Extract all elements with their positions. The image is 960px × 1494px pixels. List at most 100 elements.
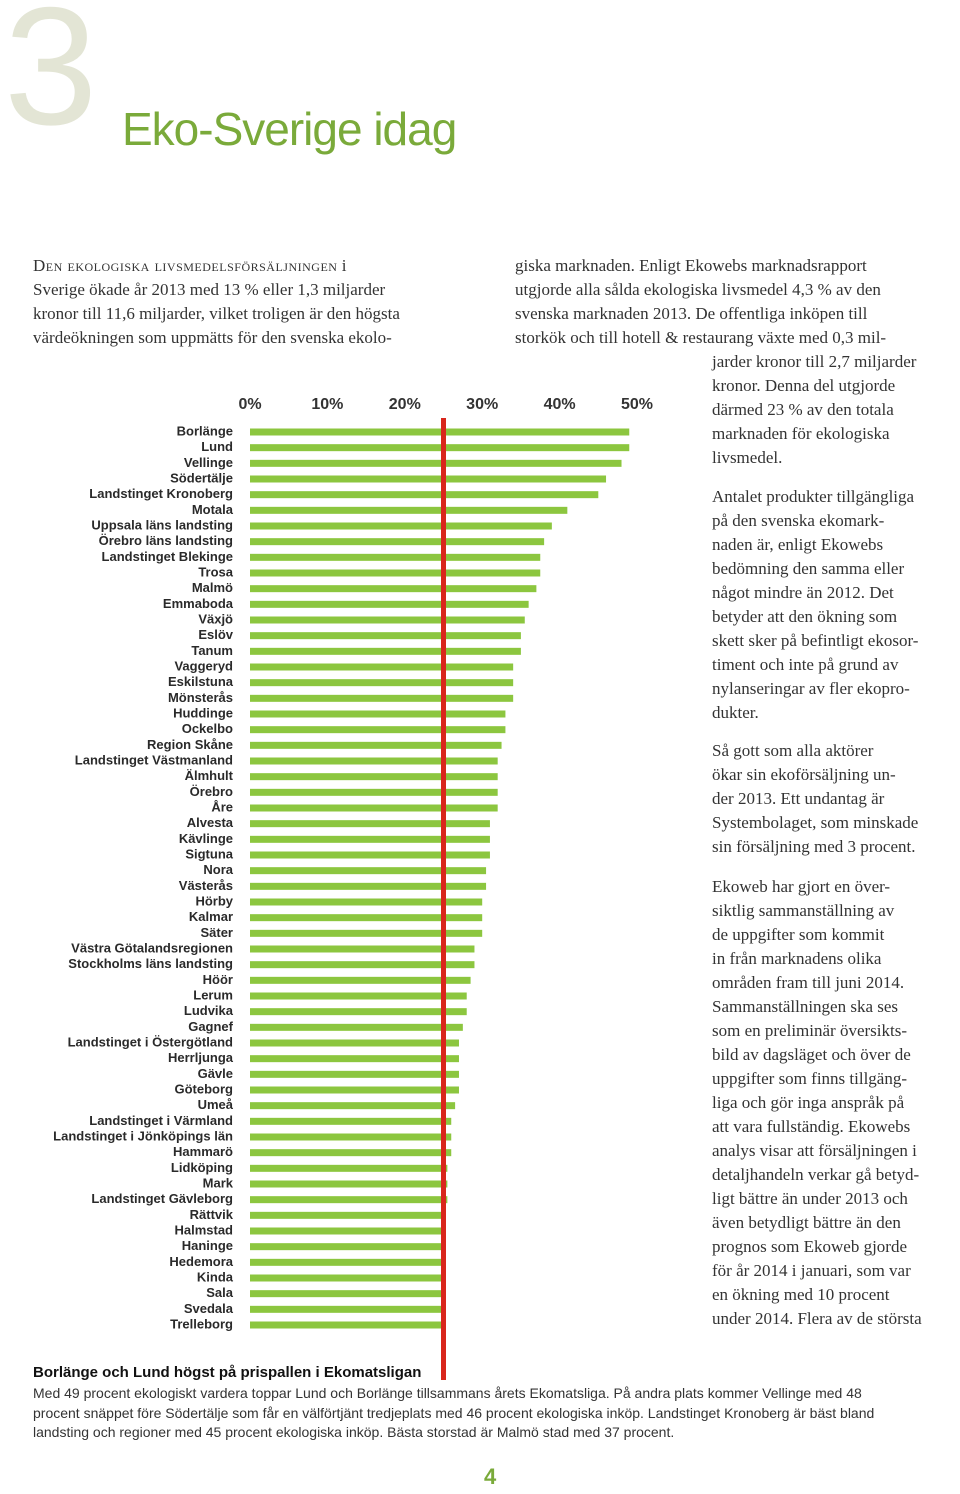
bar	[250, 522, 552, 530]
category-label: Eskilstuna	[168, 674, 234, 689]
bar	[250, 663, 514, 671]
category-label: Eslöv	[198, 627, 233, 642]
bar	[250, 726, 506, 734]
text-line: liga och gör inga anspråk på	[712, 1093, 905, 1112]
bar	[250, 1070, 459, 1078]
text-line: Systembolaget, som minskade	[712, 813, 919, 832]
bar	[250, 491, 599, 499]
text-line: utgjorde alla sålda ekologiska livsmedel…	[515, 280, 881, 299]
intro-lines: Sverige ökade år 2013 med 13 % eller 1,3…	[33, 278, 400, 350]
bar	[250, 506, 568, 514]
bar	[250, 1086, 459, 1094]
category-label: Landstinget Blekinge	[102, 549, 233, 564]
paragraph: Ekoweb har gjort en över-siktlig sammans…	[712, 875, 922, 1331]
bar	[250, 616, 525, 624]
category-label: Kävlinge	[179, 831, 233, 846]
bar	[250, 694, 514, 702]
category-label: Hedemora	[169, 1254, 233, 1269]
category-label: Gagnef	[188, 1019, 233, 1034]
text-line: jarder kronor till 2,7 miljarder	[712, 352, 917, 371]
bar	[250, 835, 490, 843]
category-label: Malmö	[192, 580, 233, 595]
category-label: Mark	[203, 1175, 234, 1190]
text-line: livsmedel.	[712, 448, 783, 467]
bar	[250, 1117, 452, 1125]
text-line: analys visar att försäljningen i	[712, 1141, 917, 1160]
bar	[250, 1258, 444, 1266]
category-label: Trelleborg	[170, 1316, 233, 1331]
category-label: Huddinge	[173, 705, 233, 720]
text-line: kronor till 11,6 miljarder, vilket troli…	[33, 304, 400, 323]
text-line: nylanseringar av fler ekopro-	[712, 679, 910, 698]
text-line: Ekoweb har gjort en över-	[712, 877, 891, 896]
bar	[250, 1243, 444, 1251]
category-label: Älmhult	[185, 768, 234, 783]
bar	[250, 1196, 448, 1204]
caption-title: Borlänge och Lund högst på prispallen i …	[33, 1364, 422, 1381]
chart: 0% 10% 20% 30% 40% 50% BorlängeLundVellingeSöd…	[53, 396, 653, 1380]
text-line: detaljhandeln verkar gå betyd-	[712, 1165, 920, 1184]
bar	[250, 992, 467, 1000]
category-label: Herrljunga	[168, 1050, 234, 1065]
page-title: Eko-Sverige idag	[122, 103, 457, 155]
text-line: landsting och regioner med 45 procent ek…	[33, 1424, 675, 1440]
bar	[250, 1102, 456, 1110]
category-label: Landstinget i Östergötland	[68, 1034, 233, 1049]
category-label: Rättvik	[190, 1207, 234, 1222]
category-label: Stockholms läns landsting	[68, 956, 233, 971]
bar	[250, 945, 475, 953]
text-line: kronor. Denna del utgjorde	[712, 376, 896, 395]
text-line: svenska marknaden 2013. De offentliga in…	[515, 304, 868, 323]
category-label: Kalmar	[189, 909, 233, 924]
bar	[250, 459, 622, 467]
category-label: Uppsala läns landsting	[91, 517, 233, 532]
caption-text: Med 49 procent ekologiskt vardera toppar…	[33, 1384, 874, 1443]
category-label: Hammarö	[173, 1144, 233, 1159]
bar	[250, 1023, 463, 1031]
bar	[250, 647, 521, 655]
category-label: Ludvika	[184, 1003, 234, 1018]
text-line: bild av dagsläget och över de	[712, 1045, 911, 1064]
bar	[250, 553, 541, 561]
category-label: Emmaboda	[163, 596, 234, 611]
x-tick-label: 0%	[238, 396, 261, 413]
text-line: som en preliminär översikts-	[712, 1021, 907, 1040]
bar	[250, 929, 483, 937]
text-line: naden är, enligt Ekowebs	[712, 535, 884, 554]
text-line: uppgifter som finns tillgäng-	[712, 1069, 908, 1088]
category-label: Västra Götalandsregionen	[71, 940, 233, 955]
category-label: Landstinget i Värmland	[89, 1113, 233, 1128]
x-tick-label: 30%	[466, 396, 498, 413]
category-label: Mönsterås	[168, 690, 233, 705]
category-label: Halmstad	[174, 1222, 233, 1237]
bar	[250, 600, 529, 608]
bar	[250, 882, 487, 890]
text-line: giska marknaden. Enligt Ekowebs marknads…	[515, 256, 867, 275]
category-label: Hörby	[195, 893, 233, 908]
text-line: in från marknadens olika	[712, 949, 882, 968]
bar	[250, 867, 487, 875]
text-line: timent och inte på grund av	[712, 655, 899, 674]
bar	[250, 632, 521, 640]
category-label: Höör	[203, 972, 233, 987]
text-line: en ökning med 10 procent	[712, 1285, 890, 1304]
bar	[250, 804, 498, 812]
page-number: 4	[484, 1464, 497, 1489]
text-line: bedömning den samma eller	[712, 559, 905, 578]
category-label: Växjö	[198, 611, 233, 626]
bar	[250, 1180, 448, 1188]
bar	[250, 851, 490, 859]
category-label: Tanum	[191, 643, 233, 658]
text-line: ökar sin ekoförsäljning un-	[712, 765, 896, 784]
text-line: Sverige ökade år 2013 med 13 % eller 1,3…	[33, 280, 386, 299]
bar	[250, 428, 630, 436]
bar	[250, 1055, 459, 1063]
category-label: Kinda	[197, 1269, 234, 1284]
text-line: de uppgifter som kommit	[712, 925, 885, 944]
bar	[250, 1211, 444, 1219]
category-label: Landstinget i Jönköpings län	[53, 1128, 233, 1143]
text-line: något mindre än 2012. Det	[712, 583, 894, 602]
text-line: marknaden för ekologiska	[712, 424, 890, 443]
text-line: siktlig sammanställning av	[712, 901, 895, 920]
